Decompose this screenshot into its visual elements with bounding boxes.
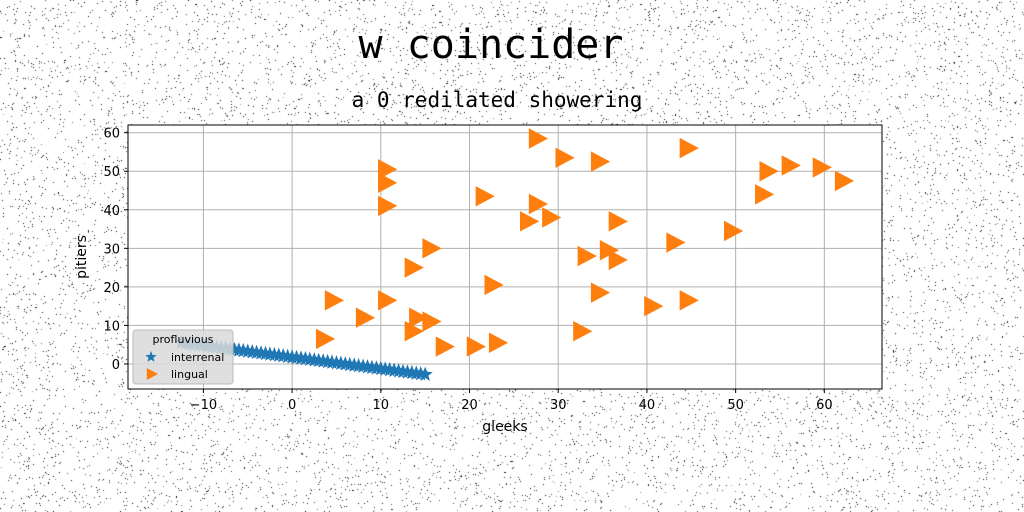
lingual-point [475, 186, 495, 207]
x-tick-label: 20 [461, 398, 478, 413]
lingual-point [324, 290, 345, 311]
legend-triangle-icon [146, 368, 158, 380]
lingual-point [378, 159, 398, 180]
y-tick-label: 0 [112, 358, 120, 373]
lingual-point [542, 207, 562, 228]
series-markers [173, 128, 855, 381]
chart-subtitle: a 0 redilated showering [351, 88, 643, 112]
lingual-point [834, 170, 855, 192]
lingual-point [315, 328, 336, 350]
y-tick-label: 30 [103, 242, 120, 257]
lingual-point [679, 290, 699, 311]
lingual-point [378, 195, 398, 217]
lingual-point [644, 295, 664, 317]
lingual-point [590, 282, 611, 303]
lingual-point [812, 157, 832, 178]
x-tick-label: 50 [727, 398, 744, 413]
lingual-point [409, 307, 429, 328]
legend-title: profluvious [153, 333, 214, 346]
lingual-point [355, 307, 376, 328]
lingual-point [488, 332, 509, 353]
lingual-point [528, 128, 549, 149]
legend-star-icon [145, 351, 157, 362]
x-axis-label: gleeks [482, 419, 527, 435]
y-tick-label: 60 [103, 127, 120, 142]
x-tick-label: 0 [288, 398, 296, 413]
lingual-point [759, 161, 779, 182]
y-tick-label: 50 [103, 165, 120, 180]
legend-entry-label: interrenal [171, 351, 224, 364]
y-tick-label: 20 [103, 281, 120, 296]
lingual-point [422, 238, 442, 259]
lingual-point [519, 211, 540, 232]
chart-title: w coincider [358, 22, 624, 68]
legend-entry-label: lingual [171, 368, 208, 381]
lingual-point [666, 232, 686, 253]
lingual-point [555, 147, 575, 168]
lingual-point [528, 193, 549, 215]
x-tick-label: 30 [550, 398, 567, 413]
lingual-point [484, 274, 504, 296]
lingual-point [577, 245, 597, 267]
x-tick-label: 40 [639, 398, 656, 413]
x-tick-label: −10 [190, 398, 217, 413]
plot-area [127, 124, 883, 390]
interrenal-point [417, 366, 433, 381]
lingual-point [679, 137, 699, 159]
lingual-point [755, 184, 775, 205]
lingual-point [590, 151, 611, 172]
y-tick-label: 10 [103, 319, 120, 334]
legend: profluvious interrenal lingual [132, 329, 234, 385]
lingual-point [422, 311, 442, 332]
axis-ticks: −10 0 10 20 30 40 50 60 0 10 20 30 40 50 60 [103, 127, 832, 413]
x-tick-label: 10 [373, 398, 390, 413]
lingual-point [435, 336, 455, 357]
x-tick-label: 60 [816, 398, 833, 413]
y-axis-label: pitiers [74, 235, 90, 279]
lingual-point [608, 211, 628, 232]
lingual-point [608, 249, 628, 271]
lingual-point [724, 220, 744, 242]
y-tick-label: 40 [103, 204, 120, 219]
lingual-point [404, 257, 424, 278]
legend-box [132, 329, 234, 385]
lingual-point [781, 155, 801, 176]
lingual-point [466, 336, 486, 357]
lingual-point [378, 290, 398, 311]
lingual-point [378, 172, 398, 194]
lingual-point [573, 320, 593, 342]
